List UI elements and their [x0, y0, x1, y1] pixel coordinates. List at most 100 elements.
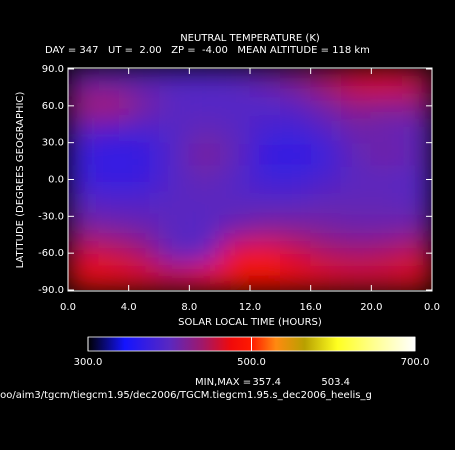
heatmap-cell — [340, 117, 372, 143]
y-tick-label: -90.0 — [38, 285, 64, 296]
heatmap-cell — [98, 69, 129, 94]
heatmap-cell — [310, 69, 342, 94]
heatmap-cell — [189, 142, 220, 168]
heatmap-cell — [189, 166, 220, 193]
heatmap-cell — [340, 265, 372, 290]
heatmap-cell — [249, 69, 281, 94]
heatmap-cell — [249, 265, 281, 290]
y-tick-label: 90.0 — [42, 64, 64, 75]
heatmap-cell — [219, 166, 251, 193]
x-tick-label: 0.0 — [60, 302, 76, 313]
heatmap-cell — [371, 117, 402, 143]
heatmap-cell — [249, 117, 281, 143]
y-tick-label: -30.0 — [38, 211, 64, 222]
heatmap-cell — [158, 216, 190, 242]
heatmap-cell — [219, 191, 251, 217]
x-axis-label: SOLAR LOCAL TIME (HOURS) — [178, 317, 322, 328]
heatmap-cell — [310, 166, 342, 193]
heatmap-cell — [189, 93, 220, 119]
heatmap-cell — [401, 142, 432, 168]
heatmap-cell — [98, 166, 129, 193]
heatmap-cell — [340, 216, 372, 242]
heatmap-cell — [371, 191, 402, 217]
heatmap-cell — [340, 142, 372, 168]
minmax-label: MIN,MAX = — [195, 377, 251, 388]
heatmap-cell — [98, 117, 129, 143]
heatmap-cell — [98, 191, 129, 217]
x-tick-label: 0.0 — [424, 302, 440, 313]
heatmap-cell — [401, 216, 432, 242]
heatmap-cell — [158, 69, 190, 94]
heatmap-cell — [340, 166, 372, 193]
heatmap-cell — [128, 240, 160, 266]
heatmap-cell — [68, 69, 99, 94]
x-tick-label: 8.0 — [181, 302, 197, 313]
heatmap-cell — [280, 117, 311, 143]
heatmap-cell — [128, 265, 160, 290]
heatmap-cell — [98, 142, 129, 168]
heatmap-cell — [310, 117, 342, 143]
heatmap-cell — [401, 191, 432, 217]
y-tick-label: 0.0 — [48, 175, 64, 186]
heatmap-cell — [371, 142, 402, 168]
heatmap-cell — [280, 166, 311, 193]
heatmap-cell — [158, 93, 190, 119]
x-tick-label: 16.0 — [300, 302, 322, 313]
heatmap-cell — [98, 265, 129, 290]
heatmap-cell — [371, 240, 402, 266]
heatmap-cell — [280, 265, 311, 290]
heatmap-cell — [371, 69, 402, 94]
heatmap-cell — [128, 166, 160, 193]
heatmap-cell — [371, 265, 402, 290]
heatmap-cell — [401, 117, 432, 143]
heatmap-cell — [189, 117, 220, 143]
heatmap-cell — [219, 142, 251, 168]
heatmap-cell — [310, 265, 342, 290]
heatmap-cell — [189, 69, 220, 94]
heatmap-cell — [98, 240, 129, 266]
heatmap-cell — [98, 216, 129, 242]
min-value: 357.4 — [252, 377, 281, 388]
heatmap-cell — [158, 191, 190, 217]
y-tick-label: 60.0 — [42, 101, 64, 112]
heatmap-cell — [249, 191, 281, 217]
heatmap-cell — [340, 69, 372, 94]
heatmap-cell — [310, 142, 342, 168]
heatmap-cell — [219, 240, 251, 266]
y-tick-label: -60.0 — [38, 248, 64, 259]
heatmap-cell — [189, 216, 220, 242]
heatmap — [68, 69, 432, 290]
heatmap-cell — [249, 142, 281, 168]
heatmap-cell — [280, 69, 311, 94]
heatmap-cell — [128, 69, 160, 94]
heatmap-cell — [371, 93, 402, 119]
x-tick-label: 4.0 — [121, 302, 137, 313]
heatmap-cell — [189, 191, 220, 217]
heatmap-cell — [401, 265, 432, 290]
heatmap-cell — [219, 117, 251, 143]
x-tick-label: 12.0 — [239, 302, 261, 313]
heatmap-cell — [249, 93, 281, 119]
heatmap-cell — [128, 142, 160, 168]
heatmap-cell — [249, 240, 281, 266]
heatmap-cell — [310, 240, 342, 266]
heatmap-cell — [340, 240, 372, 266]
heatmap-cell — [310, 191, 342, 217]
heatmap-cell — [158, 117, 190, 143]
heatmap-cell — [219, 93, 251, 119]
heatmap-cell — [340, 93, 372, 119]
heatmap-cell — [128, 93, 160, 119]
heatmap-cell — [310, 93, 342, 119]
heatmap-cell — [280, 93, 311, 119]
heatmap-cell — [158, 240, 190, 266]
heatmap-cell — [401, 69, 432, 94]
heatmap-cell — [340, 191, 372, 217]
x-tick-label: 20.0 — [360, 302, 382, 313]
heatmap-cell — [249, 216, 281, 242]
heatmap-cell — [68, 117, 99, 143]
heatmap-cell — [128, 117, 160, 143]
heatmap-cell — [68, 216, 99, 242]
heatmap-cell — [219, 265, 251, 290]
heatmap-cell — [219, 216, 251, 242]
